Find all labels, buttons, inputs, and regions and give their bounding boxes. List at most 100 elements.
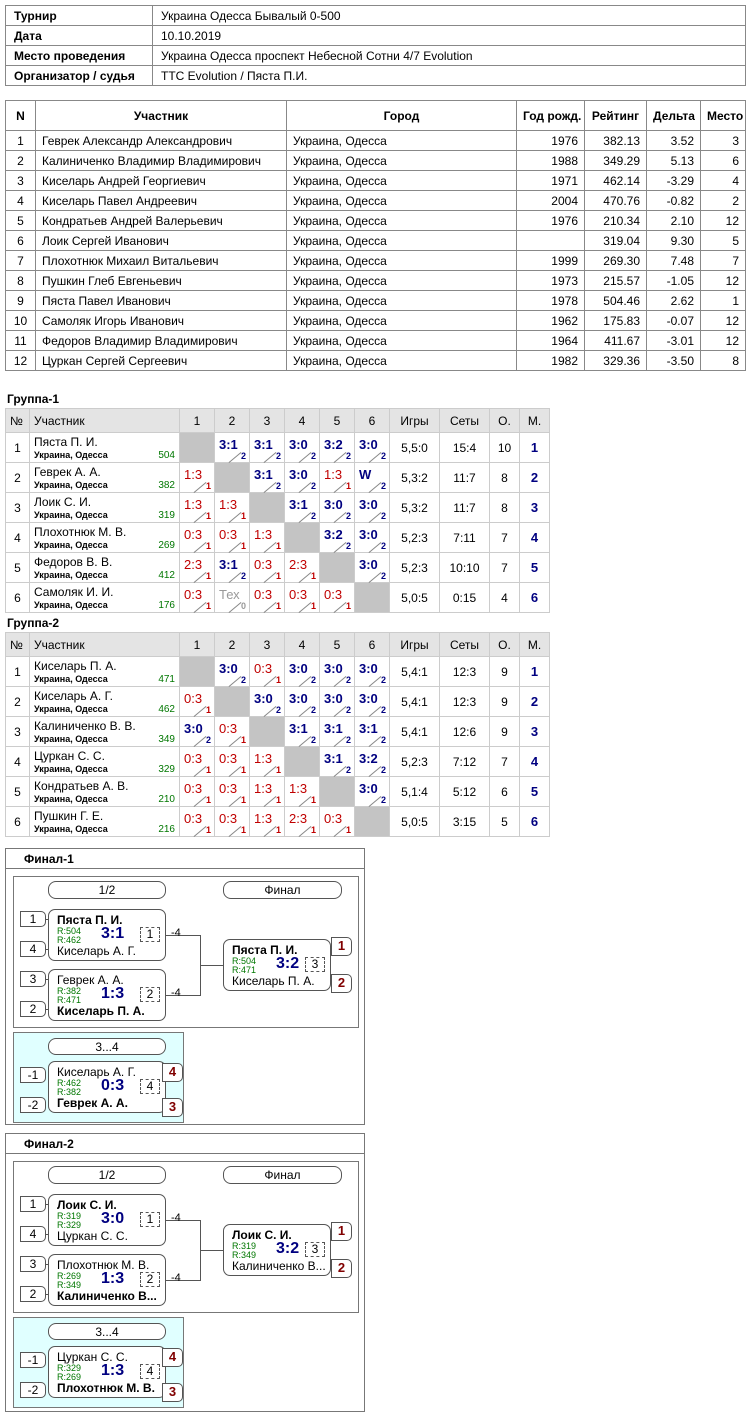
player-name: Пяста П. И. [232, 943, 298, 957]
result-cell: 3:0 2 [284, 432, 320, 464]
score-points: 2 [380, 765, 386, 775]
result-cell: 3:0 2 [319, 492, 355, 524]
games: 5,4:1 [389, 716, 440, 747]
result-cell: 0:3 1 [179, 522, 215, 554]
sets: 0:15 [439, 582, 490, 613]
participant-row: 11 Федоров Владимир Владимирович Украина, … [5, 330, 746, 351]
player-city: Украина, Одесса [34, 794, 108, 804]
group-title: Группа-1 [7, 392, 60, 406]
sets: 12:3 [439, 686, 490, 717]
score: 3:1 [219, 557, 238, 572]
slash [333, 481, 347, 494]
score: 3:0 [184, 721, 203, 736]
player-city: Украина, Одесса [34, 704, 108, 714]
score-points: 2 [345, 735, 351, 745]
slash [263, 481, 277, 494]
player-rating: R:319 [232, 1241, 257, 1251]
participant-cell: 12 [700, 330, 746, 351]
player-rating: 269 [158, 540, 175, 551]
score: 0:3 [324, 587, 343, 602]
points: 9 [489, 656, 520, 687]
column-header: Город [286, 100, 517, 131]
participant-cell: 6 [5, 230, 36, 251]
participant-cell: Украина, Одесса [286, 210, 517, 231]
participant-cell: Украина, Одесса [286, 130, 517, 151]
place: 1 [331, 937, 352, 956]
player-name: Федоров В. В. [34, 555, 113, 569]
participant-cell: 12 [5, 350, 36, 371]
participant-cell: -1.05 [646, 270, 701, 291]
place: 4 [519, 746, 550, 777]
player-name: Киселарь А. Г. [34, 689, 113, 703]
player-rating: 319 [158, 510, 175, 521]
participant-cell: 12 [700, 310, 746, 331]
score: 1:3 [254, 527, 273, 542]
seed: 3 [20, 971, 46, 987]
points: 5 [489, 806, 520, 837]
result-cell: 3:2 2 [319, 432, 355, 464]
participant-cell: Украина, Одесса [286, 350, 517, 371]
match-number: 4 [140, 1079, 160, 1094]
player-name: Кондратьев А. В. [34, 779, 129, 793]
result-cell: 0:3 1 [284, 582, 320, 614]
score: 3:0 [219, 661, 238, 676]
slash [333, 511, 347, 524]
column-header: Участник [29, 632, 180, 657]
player-rating: R:382 [57, 1087, 82, 1097]
column-header: О. [489, 408, 520, 433]
empty-cell [284, 746, 320, 777]
result-cell: 3:0 2 [354, 432, 390, 464]
slash [193, 571, 207, 584]
points: 6 [489, 776, 520, 807]
match-score: 1:3 [101, 985, 125, 1002]
points: 8 [489, 462, 520, 493]
score-points: 2 [310, 451, 316, 461]
info-value: 10.10.2019 [152, 25, 746, 46]
score: 3:0 [359, 781, 378, 796]
score: 3:2 [324, 437, 343, 452]
column-header: Место [700, 100, 746, 131]
player-city: Украина, Одесса [34, 450, 108, 460]
participant-cell: Цуркан Сергей Сергеевич [35, 350, 287, 371]
connector [166, 995, 200, 996]
player-cell: Пяста П. И. Украина, Одесса 504 [29, 432, 180, 463]
slash [333, 541, 347, 554]
player-city: Украина, Одесса [34, 600, 108, 610]
result-cell: 2:3 1 [284, 552, 320, 584]
player-cell: Самоляк И. И. Украина, Одесса 176 [29, 582, 180, 613]
score-points: 2 [310, 705, 316, 715]
participant-cell: 1999 [516, 250, 585, 271]
seed: 2 [20, 1286, 46, 1302]
score: 3:0 [289, 437, 308, 452]
player-city: Украина, Одесса [34, 540, 108, 550]
points: 7 [489, 746, 520, 777]
player-city: Украина, Одесса [34, 510, 108, 520]
player-rating: 382 [158, 480, 175, 491]
row-number: 6 [5, 806, 30, 837]
column-header: N [5, 100, 36, 131]
participant-cell: Украина, Одесса [286, 290, 517, 311]
result-cell: 0:3 1 [214, 716, 250, 748]
games: 5,4:1 [389, 656, 440, 687]
column-header: 4 [284, 408, 320, 433]
score-points: 2 [345, 511, 351, 521]
connector [166, 1220, 200, 1221]
sets: 3:15 [439, 806, 490, 837]
participant-cell: 1962 [516, 310, 585, 331]
player-cell: Лоик С. И. Украина, Одесса 319 [29, 492, 180, 523]
participant-row: 6 Лоик Сергей Иванович Украина, Одесса 319.… [5, 230, 746, 251]
score-points: 1 [205, 511, 211, 521]
result-cell: 1:3 1 [249, 522, 285, 554]
match-number: 1 [140, 1212, 160, 1227]
result-cell: 3:0 2 [284, 686, 320, 718]
match-number: 1 [140, 927, 160, 942]
player-name: Геврек А. А. [57, 973, 124, 987]
round-header: 3...4 [48, 1323, 166, 1340]
player-rating: R:462 [57, 1078, 82, 1088]
result-cell: 3:1 2 [319, 716, 355, 748]
result-cell: 3:2 2 [319, 522, 355, 554]
final-block: Финал-1 1/2 Финал 1 4 Пяста П. И. R:504 R:462 Ки… [5, 848, 365, 1125]
score-points: 1 [240, 765, 246, 775]
slash [368, 451, 382, 464]
participant-cell: 10 [5, 310, 36, 331]
